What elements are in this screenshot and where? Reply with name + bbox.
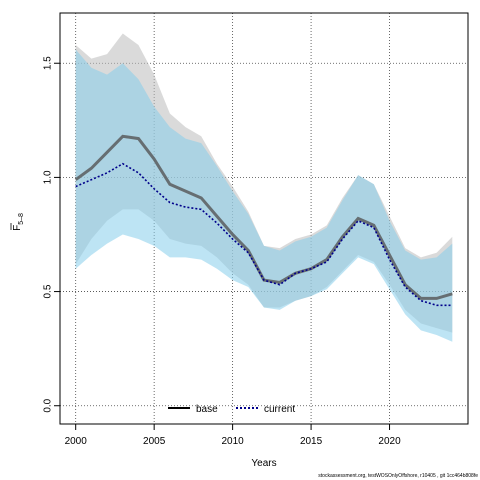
y-tick-label-1: 0.5: [43, 284, 54, 298]
series-line-current: [75, 162, 453, 307]
y-axis-title-main: F: [12, 225, 23, 231]
x-tick-label-2015: 2015: [300, 436, 323, 447]
legend-label-base: base: [196, 404, 218, 415]
legend: base current: [168, 404, 295, 415]
confidence-bands: [75, 33, 453, 342]
y-axis: 0.0 0.5 1.0 1.5: [43, 56, 60, 413]
svg-text:F5–8: F5–8: [12, 213, 25, 231]
series-lines: [74, 134, 453, 307]
x-tick-label-2005: 2005: [143, 436, 166, 447]
x-axis-title: Years: [251, 458, 276, 469]
footnote: stockassessment.org, testWOSOnlyOffshore…: [318, 473, 478, 479]
y-axis-title: F5–8: [10, 213, 25, 231]
y-tick-label-0: 0.0: [43, 398, 54, 412]
x-axis: 2000 2005 2010 2015 2020: [65, 424, 401, 447]
legend-label-current: current: [264, 404, 295, 415]
y-axis-title-subscript: 5–8: [18, 213, 25, 225]
y-tick-label-3: 1.5: [43, 56, 54, 70]
plot-frame: [59, 12, 469, 425]
x-tick-label-2000: 2000: [65, 436, 88, 447]
x-tick-label-2010: 2010: [221, 436, 244, 447]
confidence-band-current: [75, 49, 453, 342]
x-tick-label-2020: 2020: [378, 436, 401, 447]
y-tick-label-2: 1.0: [43, 170, 54, 184]
